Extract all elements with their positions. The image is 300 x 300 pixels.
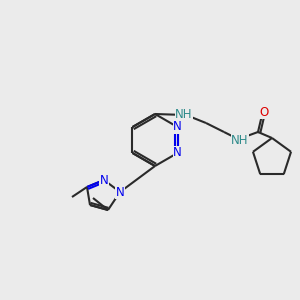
- Text: N: N: [100, 173, 108, 187]
- Text: NH: NH: [231, 134, 249, 146]
- Text: O: O: [260, 106, 268, 118]
- Text: NH: NH: [175, 107, 193, 121]
- Text: N: N: [173, 146, 182, 160]
- Text: N: N: [173, 121, 182, 134]
- Text: N: N: [116, 185, 124, 199]
